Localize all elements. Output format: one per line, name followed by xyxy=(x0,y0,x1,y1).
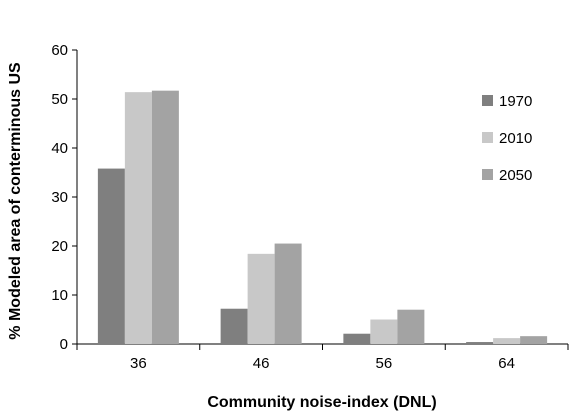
bar-2050-56 xyxy=(397,309,425,344)
x-tick-label: 56 xyxy=(376,355,393,372)
bar-1970-64 xyxy=(466,342,494,344)
bar-1970-56 xyxy=(343,333,371,344)
y-tick-label: 50 xyxy=(51,91,68,108)
bar-2010-64 xyxy=(493,338,521,344)
bar-2010-56 xyxy=(370,319,398,344)
y-axis-title: % Modeled area of conterminous US xyxy=(7,62,24,340)
y-tick-label: 10 xyxy=(51,287,68,304)
x-tick-label: 46 xyxy=(253,355,270,372)
legend-label-1970: 1970 xyxy=(499,93,532,110)
bar-2050-46 xyxy=(274,243,302,344)
x-tick-label: 36 xyxy=(130,355,147,372)
x-axis-title: Community noise-index (DNL) xyxy=(207,394,436,411)
bar-1970-36 xyxy=(97,168,125,344)
y-axis: 0 10 20 30 40 50 60 xyxy=(51,42,78,353)
y-tick-label: 60 xyxy=(51,42,68,59)
x-axis: 36 46 56 64 xyxy=(76,343,569,372)
y-tick-label: 20 xyxy=(51,238,68,255)
legend-label-2050: 2050 xyxy=(499,167,532,184)
legend-swatch-2050 xyxy=(482,169,493,180)
bars xyxy=(97,90,548,344)
bar-2050-64 xyxy=(520,336,548,344)
bar-2010-46 xyxy=(247,253,275,344)
y-tick-label: 40 xyxy=(51,140,68,157)
bar-2050-36 xyxy=(151,90,179,344)
y-tick-label: 0 xyxy=(60,336,68,353)
legend-swatch-1970 xyxy=(482,95,493,106)
bar-1970-46 xyxy=(220,308,248,344)
legend-label-2010: 2010 xyxy=(499,130,532,147)
y-tick-label: 30 xyxy=(51,189,68,206)
x-tick-label: 64 xyxy=(498,355,515,372)
legend: 1970 2010 2050 xyxy=(482,93,532,184)
bar-2010-36 xyxy=(124,92,152,344)
legend-swatch-2010 xyxy=(482,132,493,143)
